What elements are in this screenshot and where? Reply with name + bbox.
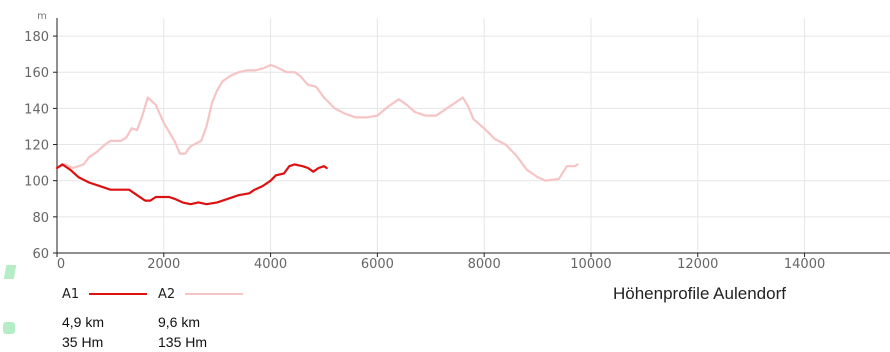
x-tick-label: 10000 [570,257,611,272]
legend-a1-swatch [89,293,148,295]
chart-title: Höhenprofile Aulendorf [613,284,786,303]
x-tick-label: 6000 [361,257,394,272]
x-tick-label: 8000 [468,257,501,272]
x-tick-label: 0 [57,257,65,272]
x-tick-label: 12000 [677,257,718,272]
y-tick-label: 160 [24,66,49,81]
series-line-a2 [55,63,579,182]
y-tick-label: 180 [24,30,49,45]
y-tick-label: 100 [24,175,49,190]
legend-a1-ascent: 35 Hm [62,334,104,350]
x-tick-label: 14000 [784,257,825,272]
legend-a2: A2 9,6 km 135 Hm [158,286,244,352]
axis-tick-labels: 60 80 100 120 140 160 180 0 2000 4000 6000 8000 1000… [24,30,825,272]
legend-a2-distance: 9,6 km [158,314,201,330]
legend-a1-distance: 4,9 km [62,314,105,330]
x-tick-label: 2000 [147,257,180,272]
y-axis-unit-label: m [37,11,47,22]
legend-a1: A1 4,9 km 35 Hm [62,286,148,352]
y-tick-label: 140 [24,102,49,117]
x-tick-label: 4000 [254,257,287,272]
legend-a2-name: A2 [158,286,176,302]
legend-a1-name: A1 [62,286,80,302]
y-tick-label: 80 [32,211,49,226]
y-tick-label: 60 [32,247,49,262]
axes [56,18,890,254]
legend-a2-ascent: 135 Hm [158,334,208,350]
legend-a2-swatch [185,293,244,295]
series-line-a1 [55,163,328,206]
grid-lines [53,18,890,257]
map-fragment-decoration [3,322,15,334]
y-tick-label: 120 [24,139,49,154]
series-lines [55,63,579,206]
